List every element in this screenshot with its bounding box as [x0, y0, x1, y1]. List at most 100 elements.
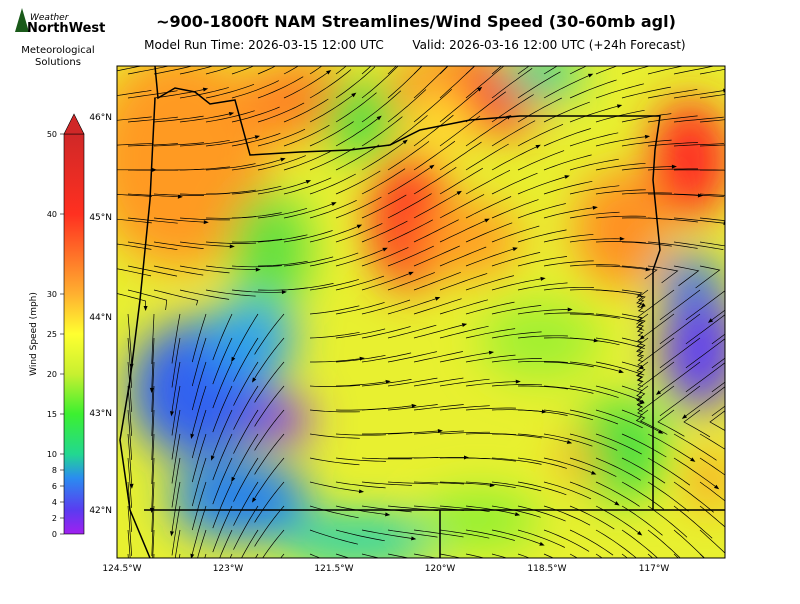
streamline	[726, 218, 776, 222]
streamline	[752, 434, 796, 457]
lon-label: 124.5°W	[102, 564, 141, 574]
streamline	[492, 578, 538, 596]
streamline	[544, 578, 587, 600]
streamline	[726, 554, 761, 589]
streamline	[752, 113, 800, 122]
streamline	[102, 362, 111, 411]
colorbar-tick-label: 25	[47, 330, 57, 339]
streamline	[172, 578, 180, 600]
colorbar-tick-label: 15	[47, 410, 57, 419]
streamline	[752, 530, 791, 562]
streamline	[440, 578, 488, 591]
streamline	[700, 578, 733, 600]
streamline	[726, 116, 776, 122]
lat-label: 45°N	[89, 213, 112, 223]
streamline	[172, 554, 180, 600]
streamline	[752, 554, 789, 588]
streamline	[726, 530, 763, 563]
streamline-arrow	[669, 31, 675, 36]
streamline	[726, 482, 766, 512]
streamline	[466, 578, 514, 593]
map	[90, 8, 800, 600]
streamline-arrow	[109, 579, 114, 585]
streamline	[752, 482, 794, 510]
streamline	[726, 169, 776, 170]
streamline	[102, 338, 111, 387]
streamline	[726, 266, 751, 286]
colorbar-tick-label: 20	[47, 370, 57, 379]
colorbar-tick-label: 30	[47, 290, 57, 299]
streamline-arrow	[749, 248, 754, 253]
streamline	[414, 578, 463, 590]
streamline-arrow	[776, 139, 781, 144]
streamline	[362, 578, 410, 591]
streamline	[726, 63, 775, 74]
streamline	[726, 89, 775, 98]
streamline	[596, 578, 634, 600]
colorbar-tick-label: 50	[47, 130, 57, 139]
streamline	[752, 166, 800, 170]
streamline	[102, 434, 111, 483]
streamline	[752, 193, 800, 195]
streamline	[152, 578, 154, 600]
streamline	[213, 554, 232, 600]
colorbar-tick-label: 4	[52, 498, 57, 507]
streamline	[102, 458, 111, 507]
streamline	[752, 458, 795, 483]
lon-label: 121.5°W	[314, 564, 353, 574]
streamline	[726, 36, 774, 50]
streamline	[192, 578, 206, 600]
logo-caption: Solutions	[35, 57, 81, 68]
streamline	[570, 578, 611, 600]
streamline	[255, 554, 284, 594]
streamline	[255, 578, 284, 600]
streamline	[726, 142, 776, 146]
streamline	[726, 458, 768, 485]
streamline	[102, 554, 111, 600]
streamline	[388, 578, 437, 590]
lat-label: 46°N	[89, 113, 112, 123]
lon-labels: 124.5°W 123°W 121.5°W 120°W 118.5°W 117°…	[102, 564, 669, 574]
valid-time: Valid: 2026-03-16 12:00 UTC (+24h Foreca…	[412, 38, 685, 52]
streamline	[234, 578, 259, 600]
streamline-arrow	[749, 114, 754, 119]
streamline-arrow	[696, 60, 702, 65]
colorbar-extend	[64, 114, 84, 134]
streamline	[234, 554, 259, 598]
streamline	[192, 554, 206, 600]
colorbar-tick-label: 10	[47, 450, 57, 459]
streamline	[152, 554, 154, 600]
streamline	[700, 38, 748, 50]
lon-label: 118.5°W	[527, 564, 566, 574]
streamline	[726, 194, 776, 195]
lat-label: 43°N	[89, 409, 112, 419]
streamline	[310, 578, 356, 597]
streamline	[736, 410, 762, 436]
streamline-arrow	[177, 61, 183, 66]
colorbar-scale	[64, 134, 84, 534]
colorbar-tick-label: 40	[47, 210, 57, 219]
streamline-arrow	[789, 560, 795, 566]
colorbar-tick-label: 0	[52, 530, 57, 539]
colorbar-tick-label: 6	[52, 482, 57, 491]
streamline	[102, 38, 150, 51]
streamline	[518, 578, 563, 600]
streamline	[128, 554, 132, 600]
streamline	[752, 218, 800, 219]
streamline-arrow	[462, 588, 468, 593]
title: ~900-1800ft NAM Streamlines/Wind Speed (…	[156, 12, 676, 31]
streamline-arrow	[682, 588, 688, 594]
streamline	[752, 266, 782, 282]
lat-label: 44°N	[89, 313, 112, 323]
model-run: Model Run Time: 2026-03-15 12:00 UTC	[144, 38, 384, 52]
logo-brand-main: NorthWest	[27, 21, 105, 36]
colorbar-tick-label: 2	[52, 514, 57, 523]
lon-label: 123°W	[213, 564, 244, 574]
streamline	[726, 578, 760, 600]
streamline-arrow	[738, 511, 744, 517]
streamline	[752, 140, 800, 146]
streamline	[726, 242, 776, 248]
streamline	[674, 578, 707, 600]
streamline	[128, 578, 132, 600]
